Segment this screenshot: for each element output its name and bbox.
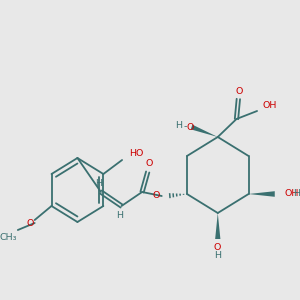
- Text: H: H: [214, 251, 221, 260]
- Text: O: O: [213, 244, 220, 253]
- Text: O: O: [146, 160, 153, 169]
- Text: H: H: [175, 122, 182, 130]
- Text: H: H: [293, 190, 300, 199]
- Text: O: O: [236, 86, 243, 95]
- Text: O: O: [26, 220, 34, 229]
- Polygon shape: [249, 191, 275, 197]
- Text: H: H: [95, 178, 103, 188]
- Polygon shape: [215, 213, 220, 239]
- Text: O: O: [152, 191, 160, 200]
- Text: HO: HO: [130, 149, 144, 158]
- Text: OH: OH: [284, 188, 298, 197]
- Text: O: O: [186, 122, 194, 131]
- Text: H: H: [116, 212, 123, 220]
- Polygon shape: [191, 124, 218, 137]
- Text: -: -: [183, 122, 187, 131]
- Text: CH₃: CH₃: [0, 232, 17, 242]
- Text: OH: OH: [263, 101, 277, 110]
